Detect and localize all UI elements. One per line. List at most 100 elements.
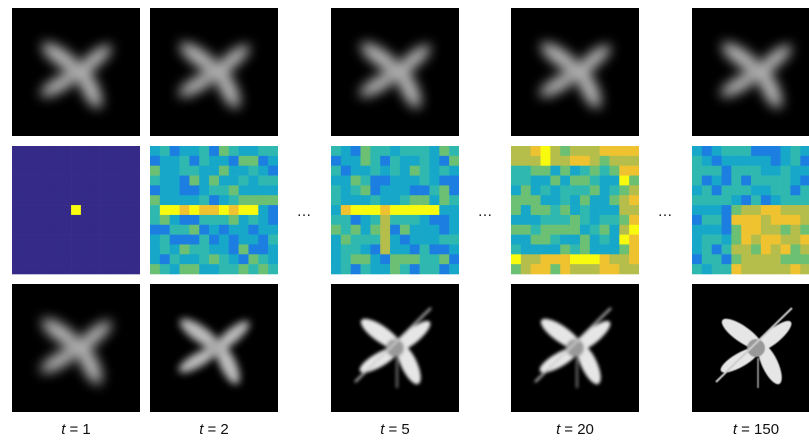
heat-cell	[51, 244, 62, 255]
heat-cell	[409, 195, 420, 206]
heat-cell	[130, 165, 140, 176]
heat-cell	[12, 175, 23, 186]
heat-cell	[419, 224, 430, 235]
heat-cell	[100, 165, 111, 176]
heat-cell	[589, 244, 600, 255]
heat-cell	[268, 234, 278, 245]
heat-cell	[21, 214, 32, 226]
heat-cell	[579, 185, 591, 196]
heat-cell	[80, 155, 92, 166]
heat-cell	[790, 244, 801, 255]
heat-cell	[629, 234, 639, 245]
heat-cell	[61, 264, 72, 275]
heat-cell	[429, 185, 440, 196]
heat-cell	[560, 155, 571, 166]
heat-cell	[51, 185, 62, 196]
heat-cell	[579, 264, 591, 275]
heat-cell	[41, 214, 52, 226]
heat-cell	[21, 195, 32, 206]
heat-cell	[61, 254, 72, 265]
heat-cell	[721, 175, 732, 186]
heat-cell	[258, 165, 269, 176]
heat-cell	[51, 195, 62, 206]
heat-cell	[530, 195, 541, 206]
heat-cell	[228, 224, 239, 235]
heat-cell	[692, 224, 703, 235]
heat-cell	[238, 155, 249, 166]
heat-cell	[71, 146, 82, 157]
heat-cell	[511, 224, 522, 235]
heat-cell	[780, 165, 791, 176]
heat-cell	[360, 254, 371, 265]
heat-cell	[701, 254, 712, 265]
heat-cell	[579, 155, 591, 166]
heat-cell	[790, 185, 801, 196]
arm	[756, 44, 792, 76]
heat-cell	[540, 195, 551, 206]
heat-cell	[609, 165, 620, 176]
heat-cell	[130, 205, 140, 216]
heat-cell	[701, 185, 712, 196]
heat-cell	[599, 185, 610, 196]
heat-cell	[228, 195, 239, 206]
heat-cell	[21, 146, 32, 157]
heat-cell	[61, 155, 72, 166]
heat-cell	[169, 224, 180, 235]
heat-cell	[360, 224, 371, 235]
heat-cell	[159, 214, 170, 226]
heat-cell	[741, 175, 752, 186]
heat-cell	[530, 205, 541, 216]
heat-cell	[609, 146, 620, 157]
heat-cell	[228, 254, 239, 265]
heat-cell	[51, 264, 62, 275]
heat-cell	[550, 195, 561, 206]
heat-cell	[692, 264, 703, 275]
heat-cell	[439, 175, 450, 186]
heat-cell	[159, 165, 170, 176]
heat-cell	[209, 155, 220, 166]
arm	[575, 44, 611, 76]
heat-cell	[218, 244, 230, 255]
heat-cell	[268, 254, 278, 265]
heat-cell	[399, 155, 411, 166]
heat-cell	[579, 165, 591, 176]
heat-cell	[80, 244, 92, 255]
heat-cell	[340, 146, 351, 157]
heat-cell	[238, 175, 249, 186]
heat-cell	[760, 195, 772, 206]
heat-cell	[331, 234, 342, 245]
heat-cell	[258, 175, 269, 186]
heat-cell	[530, 234, 541, 245]
heat-cell	[540, 264, 551, 275]
heat-cell	[380, 205, 391, 216]
heat-cell	[370, 214, 381, 226]
heat-cell	[530, 264, 541, 275]
heat-cell	[370, 185, 381, 196]
heat-cell	[360, 214, 371, 226]
heat-cell	[419, 254, 430, 265]
heat-cell	[399, 146, 411, 157]
heat-cell	[449, 254, 459, 265]
satellite	[359, 42, 431, 109]
heat-cell	[390, 155, 401, 166]
heat-cell	[209, 175, 220, 186]
ellipsis: …	[478, 203, 493, 220]
heat-cell	[248, 155, 259, 166]
heat-cell	[90, 264, 101, 275]
heat-cell	[268, 155, 278, 166]
heat-cell	[511, 244, 522, 255]
heat-cell	[540, 224, 551, 235]
heat-cell	[550, 254, 561, 265]
heat-cell	[199, 214, 210, 226]
heat-cell	[429, 254, 440, 265]
heat-cell	[150, 244, 161, 255]
heat-cell	[439, 185, 450, 196]
heat-cell	[439, 224, 450, 235]
arm	[756, 320, 792, 352]
heat-cell	[409, 224, 420, 235]
heat-cell	[380, 175, 391, 186]
heat-cell	[579, 195, 591, 206]
heat-cell	[409, 264, 420, 275]
heat-cell	[780, 205, 791, 216]
heat-cell	[370, 175, 381, 186]
